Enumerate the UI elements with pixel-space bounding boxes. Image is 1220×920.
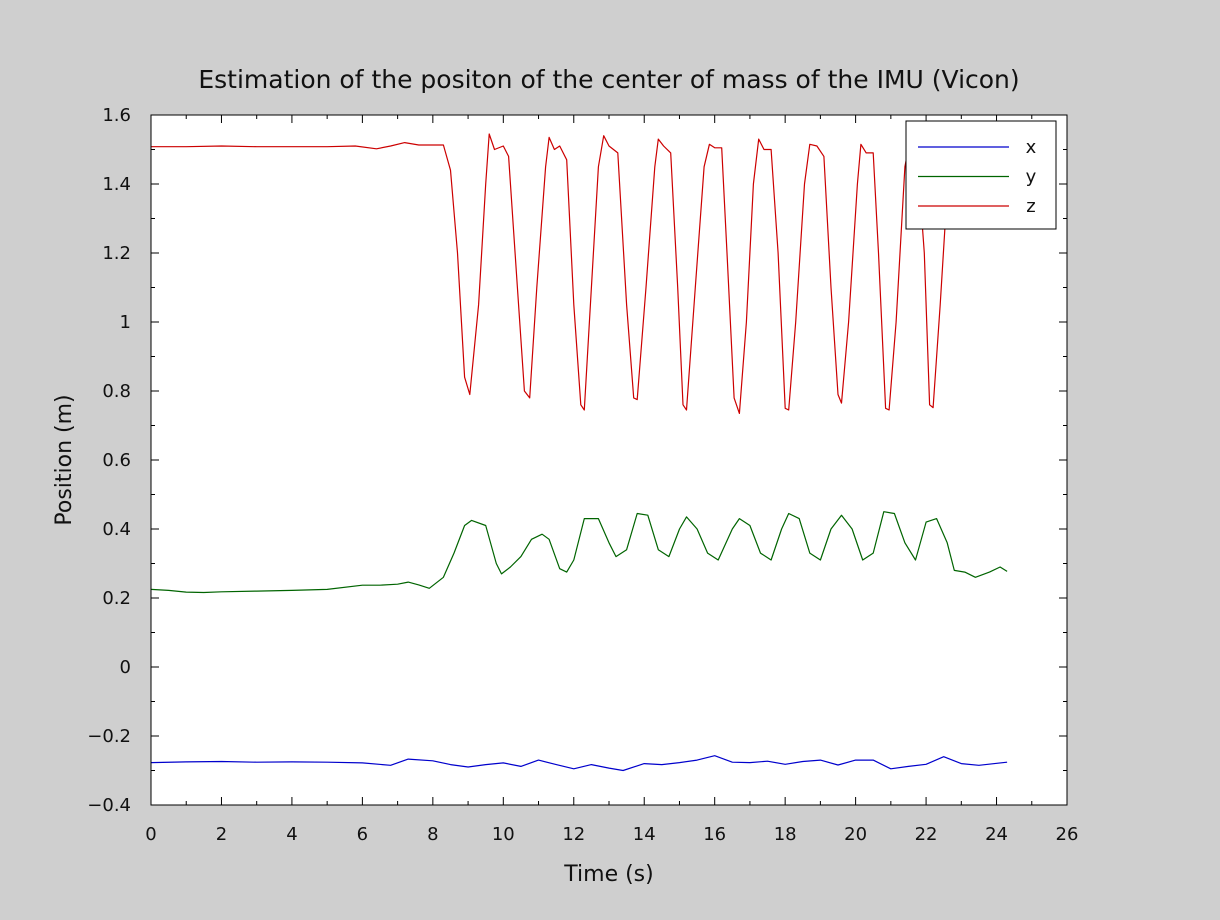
y-tick-label: 1	[120, 312, 131, 333]
x-tick-label: 8	[427, 824, 438, 845]
legend: xyz	[905, 120, 1057, 230]
y-tick-label: 0.8	[102, 381, 131, 402]
x-tick-label: 14	[633, 824, 656, 845]
legend-box	[905, 120, 1057, 230]
x-axis-label: Time (s)	[563, 862, 653, 887]
x-tick-label: 24	[985, 824, 1008, 845]
legend-label-y: y	[1026, 167, 1037, 188]
x-tick-label: 2	[216, 824, 227, 845]
series-line-x	[150, 755, 1008, 772]
y-tick-label: 1.4	[102, 174, 131, 195]
x-tick-label: 18	[774, 824, 797, 845]
x-tick-label: 12	[562, 824, 585, 845]
y-tick-label: 0	[120, 657, 131, 678]
plot-background	[151, 115, 1067, 805]
y-tick-label: 1.6	[102, 105, 131, 126]
y-tick-label: 0.2	[102, 588, 131, 609]
y-tick-label: −0.2	[87, 726, 131, 747]
x-tick-label: 26	[1056, 824, 1079, 845]
y-tick-label: −0.4	[87, 795, 131, 816]
plot-area	[151, 115, 1067, 805]
x-tick-label: 4	[286, 824, 297, 845]
chart-title: Estimation of the positon of the center …	[198, 65, 1019, 94]
x-tick-label: 10	[492, 824, 515, 845]
legend-label-x: x	[1026, 137, 1037, 158]
x-tick-label: 22	[915, 824, 938, 845]
y-tick-label: 1.2	[102, 243, 131, 264]
x-tick-label: 0	[145, 824, 156, 845]
axes-layer: 0 2 4 6 8 10 12 14 16 18 20 22 24 26−0.4−0.200.20.40.…	[87, 105, 1078, 845]
y-axis-label: Position (m)	[52, 394, 77, 525]
y-tick-label: 0.6	[102, 450, 131, 471]
x-tick-label: 20	[844, 824, 867, 845]
series-line-y	[150, 511, 1008, 594]
legend-label-z: z	[1026, 196, 1035, 217]
series-line-z	[151, 133, 947, 414]
y-tick-label: 0.4	[102, 519, 131, 540]
x-tick-label: 16	[703, 824, 726, 845]
x-tick-label: 6	[357, 824, 368, 845]
series-layer	[150, 133, 1008, 772]
